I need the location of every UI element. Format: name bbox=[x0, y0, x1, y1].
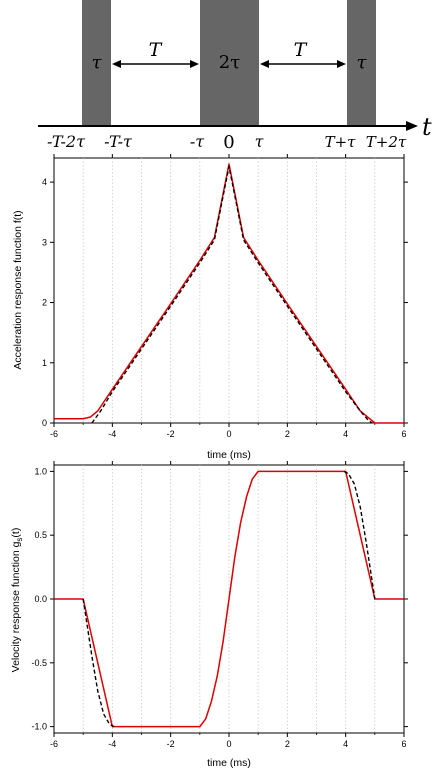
velocity-x-tick-label: 0 bbox=[226, 739, 231, 749]
velocity-y-tick-label: -0.5 bbox=[31, 658, 47, 668]
pulse-center-label: 2τ bbox=[219, 52, 240, 73]
acceleration-y-tick-label: 2 bbox=[42, 298, 47, 308]
velocity-x-tick-label: 6 bbox=[401, 739, 406, 749]
acceleration-y-tick-label: 0 bbox=[42, 418, 47, 428]
velocity-y-axis-title-subscript: s bbox=[15, 538, 24, 542]
velocity-series bbox=[54, 470, 404, 728]
velocity-x-tick-label: -2 bbox=[167, 739, 175, 749]
pulse-center bbox=[200, 0, 259, 126]
velocity-x-tick-label: 2 bbox=[285, 739, 290, 749]
tick-label-neg-T-tau: -T-τ bbox=[104, 132, 133, 151]
acceleration-x-tick-label: 4 bbox=[343, 429, 348, 439]
velocity-chart: -6 -4 -2 0 2 4 6 -1.0 -0.5 0.0 0.5 1.0 time (ms) Ve… bbox=[10, 461, 408, 769]
gap-arrow-left bbox=[112, 60, 199, 68]
velocity-y-axis-title: Velocity response function gs(t) bbox=[10, 528, 24, 673]
velocity-dashed-series-line bbox=[343, 470, 376, 600]
tick-label-neg-T-2tau: -T-2τ bbox=[47, 132, 86, 151]
acceleration-x-axis-title: time (ms) bbox=[207, 449, 251, 461]
acceleration-y-axis-title: Acceleration response function f(t) bbox=[12, 210, 24, 369]
pulse-right bbox=[347, 0, 376, 126]
velocity-ticks: -6 -4 -2 0 2 4 6 -1.0 -0.5 0.0 0.5 1.0 bbox=[31, 461, 408, 749]
acceleration-red-series-line bbox=[54, 163, 404, 424]
acceleration-x-tick-label: 0 bbox=[226, 429, 231, 439]
acceleration-x-tick-label: -4 bbox=[108, 429, 116, 439]
velocity-y-axis-title-suffix: (t) bbox=[10, 528, 22, 538]
acceleration-y-tick-label: 4 bbox=[42, 177, 47, 187]
velocity-x-tick-label: -6 bbox=[50, 739, 58, 749]
acceleration-y-tick-label: 1 bbox=[42, 358, 47, 368]
time-axis-arrow bbox=[38, 121, 418, 131]
velocity-y-tick-label: 0.5 bbox=[34, 530, 47, 540]
gap-label-left: T bbox=[149, 39, 163, 61]
velocity-y-tick-label: -1.0 bbox=[31, 722, 47, 732]
gap-arrow-right bbox=[260, 60, 346, 68]
tick-label-T-tau: T+τ bbox=[325, 133, 357, 151]
tick-label-zero: 0 bbox=[223, 132, 234, 153]
acceleration-chart: -6 -4 -2 0 2 4 6 0 1 2 3 4 time (ms) Acceleration r… bbox=[12, 154, 408, 461]
velocity-x-tick-label: -4 bbox=[108, 739, 116, 749]
velocity-y-tick-label: 0.0 bbox=[34, 594, 47, 604]
pulse-left-label: τ bbox=[92, 52, 103, 73]
acceleration-x-tick-label: -6 bbox=[50, 429, 58, 439]
velocity-y-axis-title-main: Velocity response function g bbox=[10, 541, 22, 672]
tick-label-T-2tau: T+2τ bbox=[366, 133, 407, 151]
acceleration-series bbox=[54, 163, 404, 424]
pulse-right-label: τ bbox=[357, 52, 368, 73]
tick-label-neg-tau: -τ bbox=[190, 132, 205, 151]
acceleration-y-tick-label: 3 bbox=[42, 237, 47, 247]
acceleration-gridlines bbox=[82, 158, 376, 423]
acceleration-x-tick-label: 2 bbox=[285, 429, 290, 439]
acceleration-x-tick-label: 6 bbox=[401, 429, 406, 439]
tick-label-tau: τ bbox=[255, 132, 265, 151]
velocity-x-axis-title: time (ms) bbox=[207, 757, 251, 769]
pulse-schematic: τ 2τ τ T T t -T-2τ -T-τ -τ 0 τ T+τ T+2τ bbox=[38, 0, 432, 153]
gap-label-right: T bbox=[294, 39, 308, 61]
acceleration-ticks: -6 -4 -2 0 2 4 6 0 1 2 3 4 bbox=[42, 154, 408, 439]
velocity-dashed-series-line bbox=[82, 598, 115, 728]
pulse-left bbox=[82, 0, 111, 126]
acceleration-x-tick-label: -2 bbox=[167, 429, 175, 439]
velocity-y-tick-label: 1.0 bbox=[34, 466, 47, 476]
acceleration-dashed-series-line bbox=[91, 165, 373, 424]
velocity-x-tick-label: 4 bbox=[343, 739, 348, 749]
velocity-red-series-line bbox=[54, 470, 404, 728]
time-axis-label: t bbox=[422, 113, 432, 141]
